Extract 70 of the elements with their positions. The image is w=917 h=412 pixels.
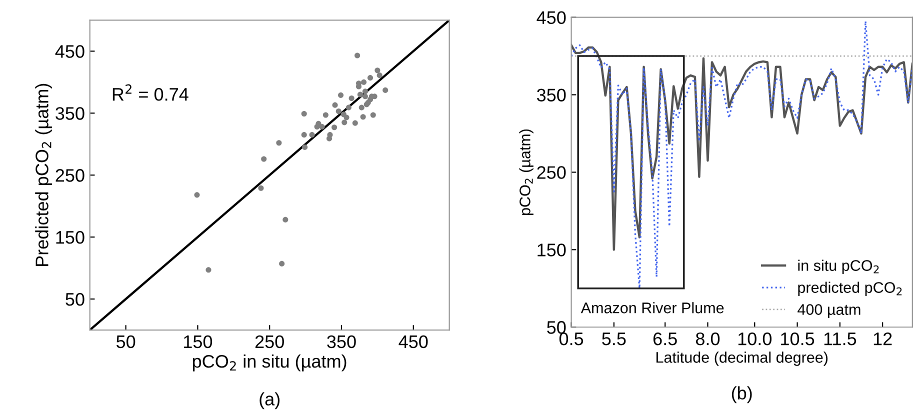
x-tick-label: 6.5	[653, 332, 677, 346]
x-tick-label: 5.5	[602, 332, 626, 346]
y-tick-label: 350	[56, 107, 84, 120]
point	[301, 132, 307, 138]
point	[342, 120, 348, 126]
point	[332, 102, 338, 108]
x-tick-label: 350	[327, 335, 356, 348]
x-tick-label: 10.5	[781, 332, 814, 346]
point	[374, 68, 380, 74]
point	[309, 132, 315, 138]
line-series	[571, 44, 912, 251]
y-tick-label: 450	[55, 45, 84, 58]
point	[279, 260, 285, 266]
point	[302, 144, 308, 150]
y-axis-title: Predicted pCO$_{2}$ (µatm)	[35, 84, 52, 266]
point	[362, 88, 368, 94]
point	[376, 72, 382, 78]
x-tick-label: 450	[398, 335, 428, 348]
point	[358, 104, 364, 110]
y-tick-label: 150	[56, 231, 84, 244]
text: (b)	[732, 386, 752, 404]
annotation: Amazon River Plume	[580, 302, 724, 314]
point	[336, 108, 342, 114]
point	[258, 185, 264, 191]
x-tick-label: 12	[874, 332, 892, 346]
legend-label: predicted pCO$_{2}$	[798, 282, 902, 296]
x-tick-label: 8.0	[696, 332, 720, 346]
y-tick-label: 50	[547, 321, 566, 334]
point	[354, 52, 360, 58]
point	[348, 95, 354, 102]
y-tick-label: 250	[537, 166, 566, 179]
x-axis-title: pCO$_{2}$ in situ (µatm)	[192, 354, 346, 372]
point	[361, 79, 367, 85]
point	[362, 94, 368, 100]
y-tick-label: 450	[536, 11, 566, 24]
point	[346, 104, 352, 110]
point	[194, 192, 200, 198]
legend-label: 400 µatm	[798, 304, 860, 318]
x-tick-label: 50	[116, 335, 136, 348]
y-tick-label: 350	[536, 88, 566, 102]
point	[357, 92, 363, 98]
point	[206, 267, 212, 273]
point	[332, 124, 338, 130]
point	[344, 114, 350, 120]
point	[360, 114, 366, 120]
point	[338, 92, 344, 98]
x-axis-title: Latitude (decimal degree)	[656, 352, 828, 366]
point	[314, 124, 320, 130]
point	[352, 120, 358, 126]
x-tick-label: 150	[184, 335, 212, 348]
point	[282, 216, 288, 222]
x-tick-label: 10.0	[738, 332, 772, 346]
y-tick-label: 50	[66, 292, 84, 306]
y-tick-label: 150	[538, 244, 566, 256]
point	[322, 112, 328, 118]
x-tick-label: 0.5	[559, 332, 584, 346]
x-tick-label: 250	[255, 335, 284, 348]
point	[370, 112, 376, 118]
point	[367, 75, 374, 81]
y-tick-label: 250	[56, 169, 84, 182]
point	[382, 87, 388, 93]
x-tick-label: 11.5	[824, 332, 856, 346]
point	[301, 110, 307, 117]
y-axis-title: pCO$_{2}$ (µatm)	[519, 129, 534, 215]
point	[261, 156, 267, 162]
point	[276, 140, 282, 146]
annotation: R$^{2}$ = 0.74	[112, 84, 188, 101]
text: (a)	[260, 392, 280, 410]
legend-label: in situ pCO$_{2}$	[798, 260, 879, 274]
point	[319, 124, 325, 130]
